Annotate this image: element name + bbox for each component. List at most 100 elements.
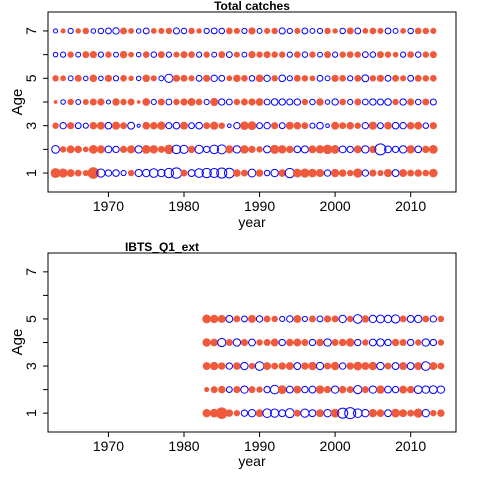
residual-bubble xyxy=(194,168,204,178)
residual-bubble xyxy=(203,98,210,106)
residual-bubble xyxy=(437,409,445,417)
residual-bubble xyxy=(89,121,98,130)
residual-bubble xyxy=(429,315,438,323)
residual-bubble xyxy=(66,169,75,178)
residual-bubble xyxy=(256,386,263,393)
residual-bubble xyxy=(262,408,272,418)
residual-bubble xyxy=(240,98,248,106)
residual-bubble xyxy=(233,98,241,106)
residual-bubble xyxy=(104,145,113,154)
residual-bubble xyxy=(270,144,280,154)
residual-bubble xyxy=(362,339,369,346)
residual-bubble xyxy=(233,409,241,417)
residual-bubble xyxy=(414,169,422,177)
residual-bubble xyxy=(309,75,316,82)
residual-bubble xyxy=(180,121,188,130)
residual-bubble xyxy=(194,144,204,154)
residual-bubble xyxy=(421,408,430,418)
residual-bubble xyxy=(347,98,354,106)
residual-bubble xyxy=(150,121,158,130)
residual-bubble xyxy=(279,51,286,58)
residual-bubble xyxy=(437,339,445,346)
residual-bubble xyxy=(233,27,240,35)
residual-bubble xyxy=(398,145,408,154)
residual-bubble xyxy=(225,27,233,35)
residual-bubble xyxy=(233,362,241,370)
residual-bubble xyxy=(210,361,219,371)
residual-bubble xyxy=(309,98,316,106)
residual-bubble xyxy=(428,144,438,154)
residual-bubble xyxy=(301,385,309,394)
residual-bubble xyxy=(247,121,257,131)
residual-bubble xyxy=(414,27,422,35)
residual-bubble xyxy=(112,75,120,82)
residual-bubble xyxy=(148,168,159,178)
residual-bubble xyxy=(202,145,211,154)
residual-bubble xyxy=(293,362,302,370)
residual-bubble xyxy=(376,51,384,59)
residual-bubble xyxy=(233,169,241,177)
residual-bubble xyxy=(203,51,210,58)
y-tick-label: 7 xyxy=(23,268,39,276)
residual-bubble xyxy=(369,51,377,58)
residual-bubble xyxy=(248,145,256,153)
residual-bubble xyxy=(256,339,263,346)
residual-bubble xyxy=(248,98,256,106)
residual-bubble xyxy=(309,28,316,34)
residual-bubble xyxy=(270,338,279,347)
y-tick-label: 7 xyxy=(23,27,39,35)
residual-bubble xyxy=(331,339,339,346)
residual-bubble xyxy=(278,74,287,83)
residual-bubble xyxy=(286,27,293,35)
residual-bubble xyxy=(187,98,196,106)
residual-bubble xyxy=(263,122,271,130)
residual-bubble xyxy=(240,385,249,394)
residual-bubble xyxy=(308,409,317,418)
residual-bubble xyxy=(324,51,332,59)
residual-bubble xyxy=(324,75,331,82)
residual-bubble xyxy=(59,122,67,130)
residual-bubble xyxy=(384,74,392,82)
residual-bubble xyxy=(225,339,233,346)
residual-bubble xyxy=(352,314,363,324)
residual-bubble xyxy=(384,145,392,154)
residual-bubble xyxy=(300,145,309,154)
residual-bubble xyxy=(172,121,181,130)
residual-bubble xyxy=(210,338,219,347)
residual-bubble xyxy=(399,362,408,371)
residual-bubble xyxy=(390,314,401,324)
residual-bubble xyxy=(286,51,293,58)
y-tick-label: 5 xyxy=(23,315,39,323)
residual-bubble xyxy=(210,386,218,394)
residual-bubble xyxy=(317,51,323,58)
y-axis-label: Age xyxy=(9,329,26,356)
residual-bubble xyxy=(414,51,422,58)
residual-bubble xyxy=(135,51,142,58)
residual-bubble xyxy=(315,385,325,394)
residual-bubble xyxy=(75,51,82,58)
residual-bubble xyxy=(67,122,75,130)
residual-bubble xyxy=(301,315,308,323)
residual-bubble xyxy=(278,122,286,130)
residual-bubble xyxy=(216,167,228,179)
residual-bubble xyxy=(361,362,370,371)
residual-bubble xyxy=(74,169,82,177)
residual-bubble xyxy=(368,121,377,130)
residual-bubble xyxy=(210,74,218,82)
residual-bubble xyxy=(202,362,211,371)
residual-bubble xyxy=(429,122,437,130)
residual-bubble xyxy=(354,338,362,347)
residual-bubble xyxy=(384,362,392,370)
residual-bubble xyxy=(247,408,257,418)
residual-bubble xyxy=(330,408,340,418)
residual-bubble xyxy=(142,27,150,35)
residual-bubble xyxy=(164,144,174,155)
residual-bubble xyxy=(240,169,248,177)
residual-bubble xyxy=(392,98,399,106)
residual-bubble xyxy=(271,315,278,323)
residual-bubble xyxy=(278,409,287,418)
residual-bubble xyxy=(361,145,370,154)
residual-bubble xyxy=(157,98,165,106)
residual-bubble xyxy=(227,123,232,129)
residual-bubble xyxy=(211,51,218,58)
